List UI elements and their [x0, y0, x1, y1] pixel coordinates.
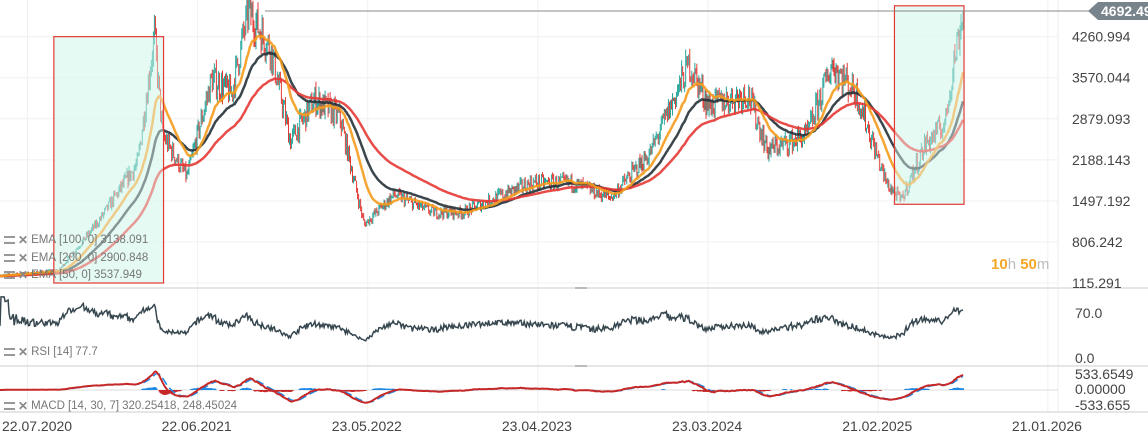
indicator-legend-rsi: ✕ RSI [14] 77.7	[4, 345, 98, 359]
candle-countdown: 10h 50m	[991, 256, 1050, 273]
date-tick-label: 22.07.2020	[2, 418, 72, 434]
indicator-legend-ema-200: ✕ EMA [200, 0] 2900.848	[4, 251, 148, 265]
settings-icon[interactable]	[4, 348, 15, 356]
close-icon[interactable]: ✕	[18, 251, 29, 265]
close-icon[interactable]: ✕	[18, 233, 29, 247]
indicator-legend-macd: ✕ MACD [14, 30, 7] 320.25418, 248.45024	[4, 399, 237, 413]
highlight-box-fill	[894, 5, 965, 205]
date-tick-label: 21.01.2026	[1012, 418, 1082, 434]
price-tick-label: 3570.044	[1072, 70, 1131, 86]
date-tick-label: 23.04.2023	[502, 418, 572, 434]
settings-icon[interactable]	[4, 271, 15, 279]
settings-icon[interactable]	[4, 254, 15, 262]
settings-icon[interactable]	[4, 402, 15, 410]
rsi-tick-label: 70.0	[1075, 305, 1102, 321]
settings-icon[interactable]	[4, 236, 15, 244]
date-tick-label: 23.03.2024	[672, 418, 742, 434]
close-icon[interactable]: ✕	[18, 268, 29, 282]
panel-resize-handle	[575, 287, 587, 289]
macd-tick-label: 0.00000	[1075, 381, 1126, 397]
price-tick-label: 2188.143	[1072, 152, 1131, 168]
highlight-box	[893, 5, 965, 205]
close-icon[interactable]: ✕	[18, 345, 29, 359]
date-tick-label: 21.02.2025	[842, 418, 912, 434]
indicator-legend-ema-100: ✕ EMA [100, 0] 3138.091	[4, 233, 148, 247]
panel-resize-handle	[575, 365, 587, 367]
macd-line	[0, 370, 964, 404]
highlight-box	[53, 36, 165, 284]
last-price-label: 4692.495	[1101, 3, 1148, 19]
macd-tick-label: 533.6549	[1075, 366, 1134, 382]
price-tick-label: 1497.192	[1072, 193, 1131, 209]
date-tick-label: 22.06.2021	[162, 418, 232, 434]
indicator-legend-ema-50: ✕ EMA [50, 0] 3537.949	[4, 268, 142, 282]
price-tick-label: 4260.994	[1072, 29, 1131, 45]
price-tick-label: 806.242	[1072, 234, 1123, 250]
ema-line-50	[0, 34, 965, 278]
last-price-tag	[1088, 2, 1148, 20]
close-icon[interactable]: ✕	[18, 399, 29, 413]
macd-signal-line	[0, 372, 964, 403]
rsi-tick-label: 0.0	[1075, 350, 1095, 366]
ema-line-200	[0, 77, 965, 278]
price-tick-label: 115.291	[1072, 275, 1122, 291]
macd-tick-label: -533.655	[1075, 397, 1130, 413]
price-tick-label: 2879.093	[1072, 111, 1131, 127]
date-tick-label: 23.05.2022	[332, 418, 402, 434]
rsi-line	[0, 296, 964, 342]
